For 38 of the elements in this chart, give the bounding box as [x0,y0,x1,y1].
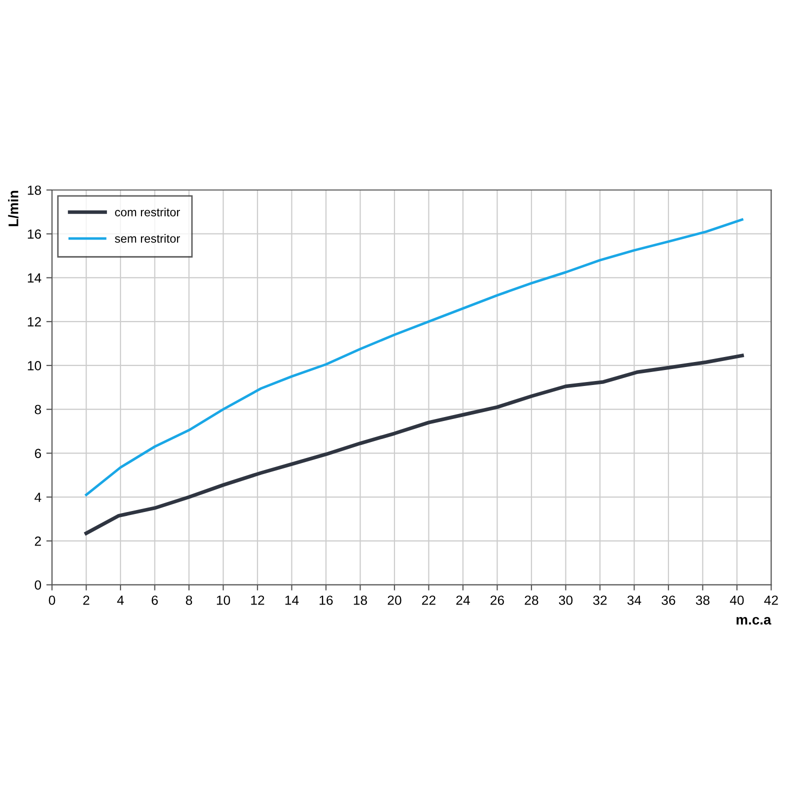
x-tick-label: 16 [320,596,333,605]
x-tick-label: 8 [186,596,192,605]
x-tick-label: 34 [627,596,642,605]
y-tick-label: 10 [28,361,42,370]
legend-label: sem restritor [114,234,180,243]
x-tick-label: 6 [152,596,158,605]
x-tick-label: 42 [764,596,778,605]
x-tick-label: 2 [83,596,90,605]
y-axis-title: L/min [8,190,18,226]
x-tick-label: 12 [251,596,264,605]
x-tick-label: 0 [48,596,56,605]
x-tick-label: 30 [558,596,573,605]
x-tick-label: 18 [354,596,367,605]
y-tick-label: 6 [34,448,42,458]
y-tick-label: 0 [34,580,42,590]
y-tick-label: 2 [34,536,41,546]
x-tick-label: 40 [730,596,744,605]
x-tick-label: 36 [662,596,676,605]
x-tick-label: 4 [117,596,124,605]
x-tick-label: 14 [285,596,299,605]
x-tick-label: 38 [696,596,710,605]
x-tick-label: 22 [422,596,436,605]
y-tick-label: 8 [34,404,42,414]
y-tick-label: 16 [28,229,42,239]
x-tick-label: 20 [388,596,402,605]
x-tick-label: 26 [490,596,504,605]
y-tick-label: 12 [28,317,41,326]
y-tick-label: 4 [34,492,42,502]
x-tick-label: 32 [593,596,607,605]
y-tick-label: 14 [28,273,42,283]
x-tick-label: 24 [456,596,470,605]
line-series [85,218,744,496]
line-series [84,354,744,536]
legend-label: com restritor [115,208,180,216]
y-tick-label: 18 [28,186,42,195]
x-tick-label: 28 [524,596,538,605]
x-axis-title: m.c.a [736,616,772,625]
x-tick-label: 10 [216,596,230,605]
